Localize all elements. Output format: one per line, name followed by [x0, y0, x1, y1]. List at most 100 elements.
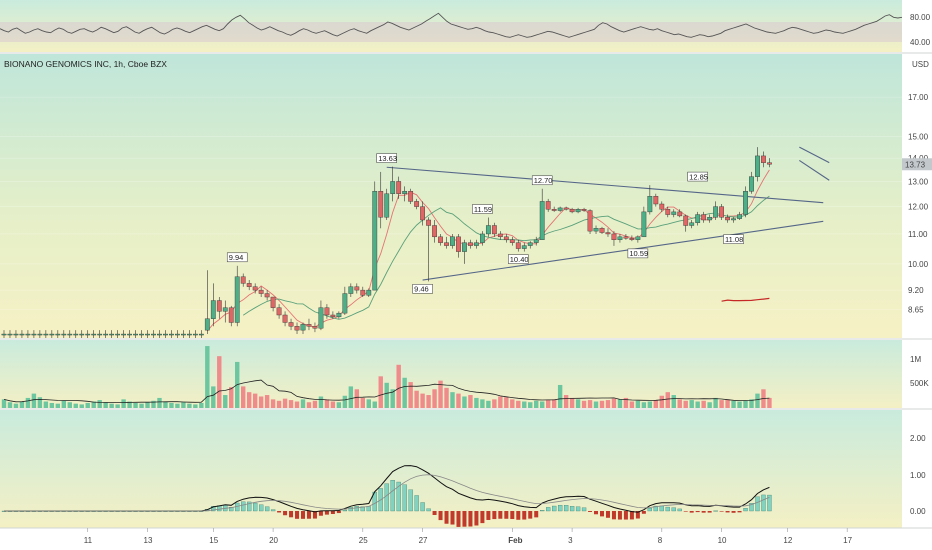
candle-body: [13, 333, 19, 336]
macd-histogram-bar: [635, 511, 640, 519]
candle-body: [163, 333, 168, 336]
price-callout-label: 11.08: [725, 235, 743, 244]
macd-histogram-bar: [588, 511, 593, 512]
volume-bar: [468, 395, 473, 408]
volume-bar: [629, 401, 635, 408]
volume-bar: [366, 399, 371, 408]
candle-body: [420, 206, 425, 221]
candle-body: [360, 289, 366, 296]
candle-body: [270, 296, 276, 308]
candle-body: [121, 333, 127, 336]
volume-panel: 1M 500K: [0, 340, 929, 408]
macd-histogram-bar: [552, 505, 557, 512]
volume-bar: [241, 386, 246, 408]
volume-bar: [97, 400, 102, 408]
macd-histogram-bar: [743, 508, 748, 512]
macd-histogram-bar: [623, 511, 628, 520]
candle-body: [689, 222, 695, 226]
macd-histogram-bar: [324, 511, 329, 515]
macd-histogram-bar: [546, 507, 551, 512]
price-callout-box: [627, 248, 649, 259]
volume-bar: [73, 403, 78, 408]
candle-body: [282, 314, 288, 323]
volume-bar: [695, 401, 700, 408]
macd-histogram-bar: [504, 511, 509, 519]
macd-level-0: 0.00: [910, 507, 926, 516]
candle-body: [557, 207, 563, 211]
macd-histogram-bar: [498, 511, 503, 519]
volume-bar: [276, 400, 282, 408]
macd-histogram-bar: [510, 511, 515, 520]
candle-body: [330, 314, 336, 318]
price-callout-label: 9.46: [414, 285, 429, 294]
volume-bar: [671, 395, 676, 408]
volume-bar: [677, 399, 682, 408]
candle-body: [145, 333, 150, 336]
macd-histogram-bar: [306, 511, 311, 519]
volume-bar: [145, 402, 150, 408]
candle-body: [462, 242, 467, 252]
candle-body: [599, 228, 605, 233]
macd-histogram-bar: [689, 511, 694, 513]
candle-body: [306, 324, 312, 327]
candle-body: [157, 333, 162, 336]
volume-bar: [486, 400, 491, 408]
volume-bar: [199, 402, 204, 408]
macd-histogram-bar: [283, 511, 288, 516]
volume-bar: [396, 364, 401, 408]
candle-body: [438, 236, 443, 243]
volume-bar: [109, 403, 114, 408]
candle-body: [426, 219, 431, 226]
volume-bar: [587, 400, 593, 408]
volume-bar: [426, 395, 431, 408]
macd-histogram-bar: [575, 506, 581, 512]
volume-bar: [516, 400, 521, 408]
candle-body: [85, 333, 91, 336]
macd-histogram-bar: [295, 511, 300, 519]
macd-histogram-bar: [713, 510, 718, 512]
candle-body: [749, 176, 754, 192]
volume-bar: [605, 400, 611, 408]
candle-body: [252, 286, 258, 291]
volume-bar: [534, 400, 539, 408]
chart-title: BIONANO GENOMICS INC, 1h, Cboe BZX: [4, 59, 167, 69]
volume-bar: [1, 399, 7, 408]
candle-body: [25, 333, 31, 336]
candle-body: [390, 181, 396, 194]
x-tick-label: 13: [144, 536, 153, 545]
macd-histogram-bar: [229, 507, 234, 512]
volume-bar: [318, 396, 324, 408]
volume-bar: [157, 397, 162, 408]
volume-bar: [528, 402, 533, 408]
candle-body: [432, 225, 437, 238]
candle-body: [151, 333, 156, 336]
candle-body: [659, 203, 665, 210]
candle-body: [515, 242, 521, 249]
macd-histogram-bar: [264, 506, 270, 512]
candle-body: [198, 333, 204, 336]
macd-histogram-bar: [408, 489, 413, 512]
macd-histogram-bar: [444, 511, 449, 524]
candle-body: [169, 333, 174, 336]
macd-histogram-bar: [731, 511, 736, 513]
candle-body: [234, 276, 240, 323]
x-tick-label: 27: [419, 536, 428, 545]
candle-body: [240, 276, 246, 284]
candle-body: [300, 324, 306, 331]
candle-body: [485, 225, 491, 235]
macd-histogram-bar: [258, 504, 264, 512]
volume-bar: [444, 387, 449, 408]
volume-bar: [384, 382, 389, 408]
candle-body: [737, 214, 742, 219]
macd-histogram-bar: [683, 511, 688, 512]
x-tick-label: 3: [568, 536, 573, 545]
macd-histogram-bar: [522, 511, 527, 520]
volume-bar: [49, 402, 55, 408]
candle-body: [671, 211, 677, 215]
price-gridlines: [0, 96, 902, 310]
macd-histogram-bar: [659, 505, 664, 512]
volume-bar: [450, 392, 455, 408]
macd-level-1: 1.00: [910, 471, 926, 480]
candle-body: [49, 333, 55, 336]
